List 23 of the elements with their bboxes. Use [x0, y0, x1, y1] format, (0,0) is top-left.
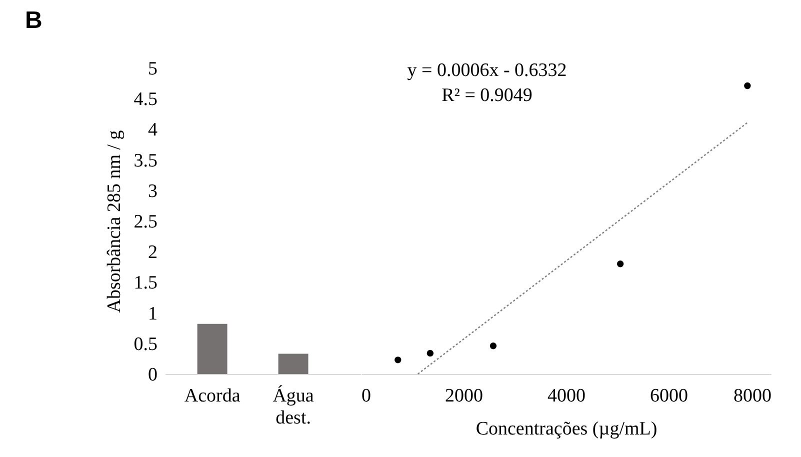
- y-tick-label: 0.5: [134, 334, 158, 355]
- x-tick-label: Acorda: [184, 386, 241, 406]
- x-axis-title: Concentrações (µg/mL): [476, 418, 658, 440]
- x-tick-label: 0: [362, 386, 371, 406]
- y-axis-title: Absorbância 285 nm / g: [104, 130, 125, 313]
- x-tick-label: 6000: [650, 386, 688, 406]
- annotation: y = 0.0006x - 0.6332: [407, 60, 567, 81]
- x-tick-label: 8000: [734, 386, 772, 406]
- annotation: R² = 0.9049: [442, 85, 532, 106]
- y-tick-label: 2.5: [134, 212, 158, 232]
- y-tick-label: 1: [148, 303, 158, 324]
- y-tick-label: 3: [148, 180, 158, 202]
- y-tick-label: 5: [148, 58, 158, 80]
- x-tick-label: 4000: [548, 386, 586, 406]
- y-tick-label: 2: [148, 242, 158, 264]
- chart-title: B: [25, 7, 42, 34]
- y-tick-label: 3.5: [134, 150, 158, 172]
- y-tick-label: 0: [148, 364, 158, 386]
- y-tick-label: 4.5: [134, 89, 158, 110]
- y-tick-label: 1.5: [134, 272, 158, 294]
- y-tick-label: 4: [148, 120, 158, 141]
- x-tick-label: 2000: [445, 386, 483, 406]
- x-tick-label: Água dest.: [272, 384, 314, 428]
